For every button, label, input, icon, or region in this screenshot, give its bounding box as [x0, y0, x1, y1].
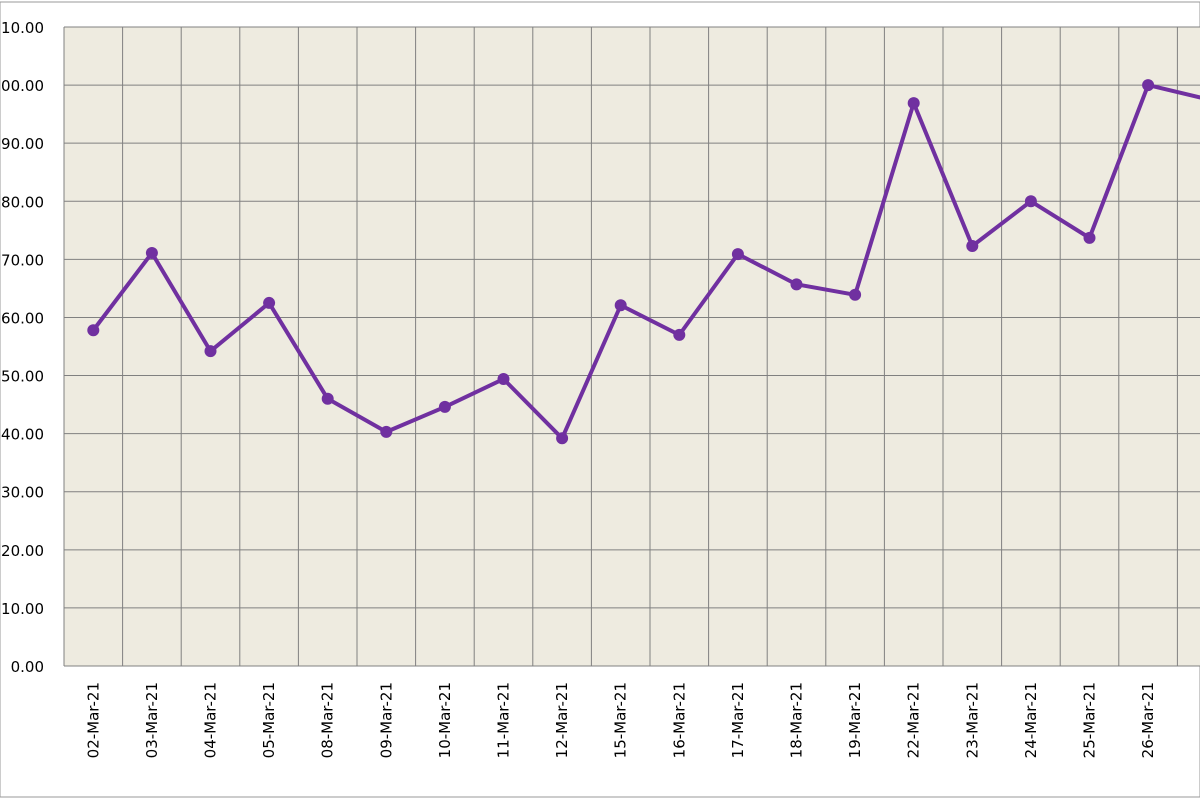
data-point	[321, 392, 334, 405]
y-tick-label: 50.00	[1, 368, 44, 386]
x-tick-label: 18-Mar-21	[788, 682, 806, 758]
y-tick-label: 10.00	[1, 600, 44, 618]
data-point	[145, 246, 158, 259]
x-tick-label: 08-Mar-21	[319, 682, 337, 758]
x-tick-label: 05-Mar-21	[260, 682, 278, 758]
x-tick-label: 25-Mar-21	[1081, 682, 1099, 758]
x-tick-label: 04-Mar-21	[202, 682, 220, 758]
y-tick-label: 100.00	[0, 77, 44, 95]
y-tick-label: 80.00	[1, 193, 44, 211]
data-point	[790, 278, 803, 291]
data-point	[204, 345, 217, 358]
data-point	[1024, 195, 1037, 208]
series-line	[91, 83, 1200, 441]
y-tick-label: 70.00	[1, 251, 44, 269]
data-point	[263, 296, 276, 309]
y-tick-label: 20.00	[1, 542, 44, 560]
y-tick-label: 30.00	[1, 484, 44, 502]
data-point	[1142, 79, 1155, 92]
data-point	[380, 425, 393, 438]
x-tick-label: 17-Mar-21	[729, 682, 747, 758]
y-tick-label: 110.00	[0, 19, 44, 37]
x-tick-label: 11-Mar-21	[495, 682, 513, 758]
data-point	[673, 328, 686, 341]
x-tick-label: 10-Mar-21	[436, 682, 454, 758]
plot-area	[64, 27, 1200, 666]
data-point	[556, 432, 569, 445]
data-point	[614, 299, 627, 312]
data-point	[87, 324, 100, 337]
data-point	[731, 248, 744, 261]
x-tick-label: 19-Mar-21	[846, 682, 864, 758]
x-tick-label: 24-Mar-21	[1022, 682, 1040, 758]
data-point	[849, 288, 862, 301]
x-tick-label: 02-Mar-21	[84, 682, 102, 758]
x-tick-label: 26-Mar-21	[1139, 682, 1157, 758]
x-tick-label: 15-Mar-21	[612, 682, 630, 758]
x-tick-label: 09-Mar-21	[377, 682, 395, 758]
data-point	[497, 373, 510, 386]
y-tick-label: 0.00	[11, 658, 44, 676]
x-tick-label: 16-Mar-21	[670, 682, 688, 758]
y-tick-label: 90.00	[1, 135, 44, 153]
y-tick-label: 40.00	[1, 426, 44, 444]
y-tick-label: 60.00	[1, 309, 44, 327]
x-tick-label: 03-Mar-21	[143, 682, 161, 758]
x-tick-label: 12-Mar-21	[553, 682, 571, 758]
x-tick-label: 22-Mar-21	[905, 682, 923, 758]
data-point	[966, 240, 979, 253]
data-point	[907, 97, 920, 110]
data-point	[1083, 231, 1096, 244]
x-tick-label: 23-Mar-21	[963, 682, 981, 758]
data-point	[438, 400, 451, 413]
